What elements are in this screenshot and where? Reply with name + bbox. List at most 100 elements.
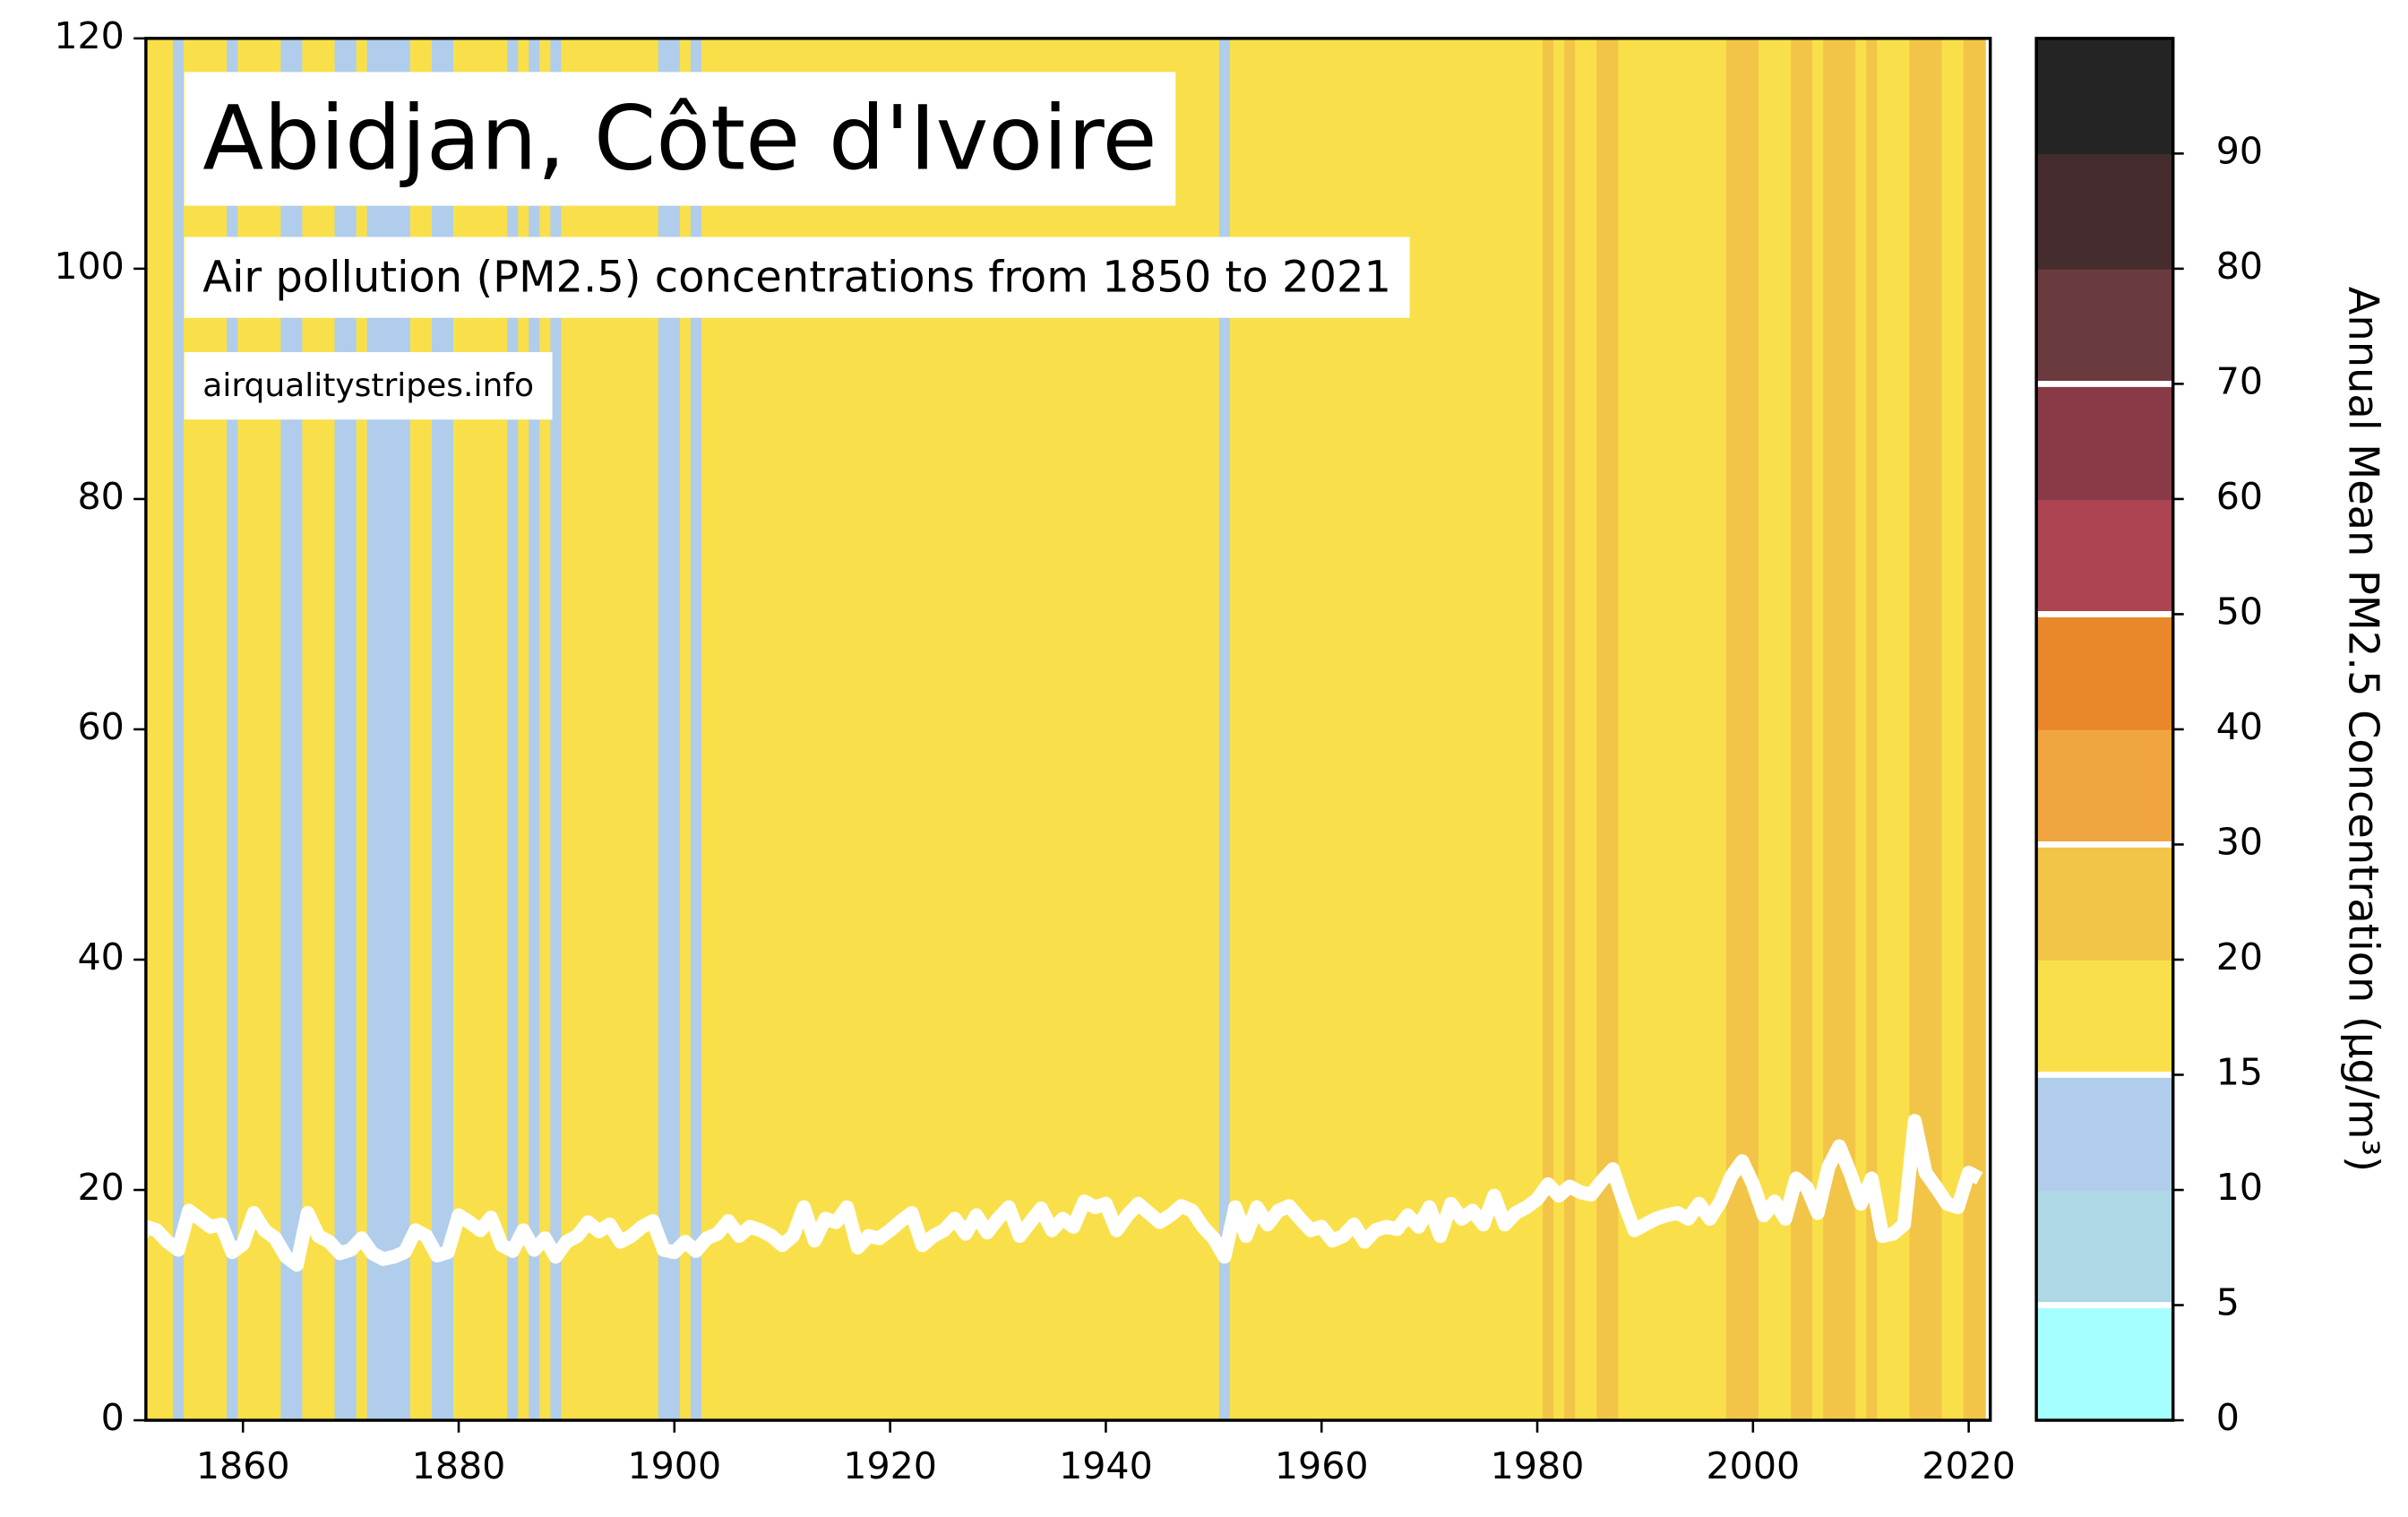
stripe: [949, 38, 961, 1421]
stripe: [1413, 38, 1425, 1421]
colorbar-tick-label: 70: [2216, 359, 2263, 402]
stripe: [1704, 38, 1716, 1421]
stripe: [1564, 38, 1577, 1421]
stripe: [1509, 38, 1522, 1421]
stripe: [1466, 38, 1479, 1421]
stripe: [1963, 38, 1975, 1421]
stripe: [993, 38, 1005, 1421]
colorbar-tick-label: 50: [2216, 590, 2263, 633]
x-tick-label: 1860: [196, 1444, 290, 1487]
stripe: [679, 38, 692, 1421]
stripe: [787, 38, 800, 1421]
stripe: [1693, 38, 1706, 1421]
stripe: [1025, 38, 1037, 1421]
stripe: [873, 38, 886, 1421]
colorbar-tick-label: 20: [2216, 935, 2263, 978]
stripe: [1941, 38, 1954, 1421]
stripe: [1218, 38, 1231, 1421]
stripe: [1855, 38, 1868, 1421]
stripe: [884, 38, 897, 1421]
x-tick-label: 1980: [1491, 1444, 1585, 1487]
colorbar-segment: [2036, 728, 2173, 846]
stripe: [636, 38, 649, 1421]
colorbar-segment: [2036, 1305, 2173, 1421]
stripe: [1866, 38, 1879, 1421]
stripe: [1543, 38, 1555, 1421]
stripe: [1036, 38, 1048, 1421]
stripe: [1337, 38, 1350, 1421]
stripe: [1251, 38, 1264, 1421]
pm25-line: [145, 1114, 1983, 1272]
stripe: [604, 38, 616, 1421]
y-tick-label: 120: [54, 14, 125, 57]
stripe: [1423, 38, 1436, 1421]
stripe: [1316, 38, 1329, 1421]
stripe: [1165, 38, 1177, 1421]
x-tick-label: 1960: [1275, 1444, 1369, 1487]
stripe: [1186, 38, 1199, 1421]
stripe: [1768, 38, 1781, 1421]
stripe: [916, 38, 929, 1421]
stripe: [1456, 38, 1468, 1421]
stripe: [766, 38, 778, 1421]
stripe: [161, 38, 174, 1421]
stripe: [1575, 38, 1587, 1421]
stripe: [1682, 38, 1695, 1421]
stripe: [1208, 38, 1220, 1421]
y-tick-label: 80: [78, 475, 125, 518]
colorbar-tick-label: 0: [2216, 1396, 2240, 1439]
stripe: [658, 38, 670, 1421]
stripe: [1046, 38, 1059, 1421]
stripe: [572, 38, 584, 1421]
stripe: [690, 38, 702, 1421]
colorbar-tick-label: 40: [2216, 705, 2263, 748]
stripe: [981, 38, 994, 1421]
stripe: [1909, 38, 1922, 1421]
stripe: [1284, 38, 1296, 1421]
stripe: [1715, 38, 1727, 1421]
colorbar-tick-label: 80: [2216, 245, 2263, 288]
stripe: [1845, 38, 1857, 1421]
stripe: [809, 38, 821, 1421]
x-tick-label: 1880: [412, 1444, 506, 1487]
stripe: [1111, 38, 1123, 1421]
stripe: [1586, 38, 1598, 1421]
stripe: [1089, 38, 1102, 1421]
stripe: [1057, 38, 1070, 1421]
y-tick-label: 20: [78, 1166, 125, 1209]
colorbar-tick-label: 60: [2216, 475, 2263, 518]
colorbar-segment: [2036, 384, 2173, 500]
colorbar-segment: [2036, 268, 2173, 385]
stripe: [701, 38, 713, 1421]
stripe: [1650, 38, 1663, 1421]
stripe: [1359, 38, 1372, 1421]
text-boxes: Abidjan, Côte d'Ivoire Air pollution (PM…: [184, 72, 1410, 420]
stripe: [1758, 38, 1770, 1421]
x-tick-label: 1900: [627, 1444, 721, 1487]
colorbar-segment: [2036, 959, 2173, 1076]
stripe: [1370, 38, 1382, 1421]
stripe: [798, 38, 811, 1421]
stripe: [1802, 38, 1814, 1421]
stripe: [561, 38, 573, 1421]
stripe: [1380, 38, 1393, 1421]
stripe: [723, 38, 735, 1421]
stripe: [1499, 38, 1511, 1421]
stripe: [1434, 38, 1447, 1421]
colorbar-segment: [2036, 844, 2173, 961]
colorbar-segment: [2036, 38, 2173, 155]
stripe: [1229, 38, 1242, 1421]
stripe: [820, 38, 832, 1421]
stripe: [1445, 38, 1458, 1421]
stripe: [615, 38, 627, 1421]
stripe: [172, 38, 185, 1421]
stripe: [1079, 38, 1091, 1421]
stripe: [755, 38, 768, 1421]
stripe: [863, 38, 875, 1421]
stripe: [744, 38, 757, 1421]
colorbar-segment: [2036, 498, 2173, 616]
stripe: [1974, 38, 1986, 1421]
stripe: [668, 38, 681, 1421]
stripe: [625, 38, 638, 1421]
